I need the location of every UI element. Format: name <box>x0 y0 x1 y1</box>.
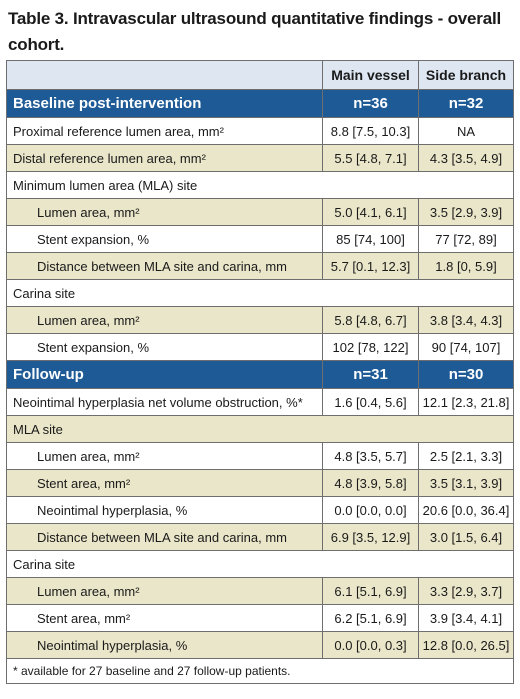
row-label: Proximal reference lumen area, mm² <box>6 117 323 145</box>
section-label: Follow-up <box>6 360 323 389</box>
table-row: Stent area, mm² 4.8 [3.9, 5.8] 3.5 [3.1, 3… <box>6 469 514 497</box>
group-label-row: MLA site <box>6 415 514 443</box>
table-row: Stent expansion, % 85 [74, 100] 77 [72, 89… <box>6 225 514 253</box>
row-label: Distance between MLA site and carina, mm <box>6 252 323 280</box>
side-branch-value: 4.3 [3.5, 4.9] <box>418 144 514 172</box>
row-label: Stent expansion, % <box>6 333 323 361</box>
side-branch-value: 3.5 [3.1, 3.9] <box>418 469 514 497</box>
table-row: Lumen area, mm² 5.8 [4.8, 6.7] 3.8 [3.4, 4… <box>6 306 514 334</box>
main-vessel-value: 5.5 [4.8, 7.1] <box>322 144 419 172</box>
main-vessel-value: 5.8 [4.8, 6.7] <box>322 306 419 334</box>
main-vessel-value: 5.7 [0.1, 12.3] <box>322 252 419 280</box>
row-label: Neointimal hyperplasia, % <box>6 631 323 659</box>
main-vessel-value: 4.8 [3.9, 5.8] <box>322 469 419 497</box>
footnote-row: * available for 27 baseline and 27 follo… <box>6 658 514 684</box>
main-vessel-value: 4.8 [3.5, 5.7] <box>322 442 419 470</box>
group-label-row: Carina site <box>6 279 514 307</box>
main-vessel-value: 1.6 [0.4, 5.6] <box>322 388 419 416</box>
header-main-vessel: Main vessel <box>322 60 419 90</box>
side-branch-value: 3.5 [2.9, 3.9] <box>418 198 514 226</box>
row-label: Lumen area, mm² <box>6 577 323 605</box>
group-label-row: Carina site <box>6 550 514 578</box>
row-label: Stent area, mm² <box>6 469 323 497</box>
side-branch-value: 3.0 [1.5, 6.4] <box>418 523 514 551</box>
table-row: Proximal reference lumen area, mm² 8.8 [7… <box>6 117 514 145</box>
row-label: Stent area, mm² <box>6 604 323 632</box>
main-vessel-value: 0.0 [0.0, 0.0] <box>322 496 419 524</box>
row-label: Neointimal hyperplasia net volume obstru… <box>6 388 323 416</box>
main-vessel-value: 6.2 [5.1, 6.9] <box>322 604 419 632</box>
table-row: Neointimal hyperplasia, % 0.0 [0.0, 0.3] 1… <box>6 631 514 659</box>
main-vessel-value: 8.8 [7.5, 10.3] <box>322 117 419 145</box>
header-side-branch: Side branch <box>418 60 514 90</box>
header-blank-cell <box>6 60 323 90</box>
column-header-row: Main vessel Side branch <box>6 60 514 90</box>
side-branch-value: 20.6 [0.0, 36.4] <box>418 496 514 524</box>
side-branch-value: 12.1 [2.3, 21.8] <box>418 388 514 416</box>
side-branch-value: 3.9 [3.4, 4.1] <box>418 604 514 632</box>
section-n-main-vessel: n=31 <box>322 360 419 389</box>
row-label: Distal reference lumen area, mm² <box>6 144 323 172</box>
table-row: Stent expansion, % 102 [78, 122] 90 [74, 1… <box>6 333 514 361</box>
group-label: Minimum lumen area (MLA) site <box>6 171 514 199</box>
side-branch-value: 1.8 [0, 5.9] <box>418 252 514 280</box>
side-branch-value: 77 [72, 89] <box>418 225 514 253</box>
ivus-findings-table: Main vessel Side branch Baseline post-in… <box>6 60 514 684</box>
group-label: Carina site <box>6 279 514 307</box>
side-branch-value: 3.8 [3.4, 4.3] <box>418 306 514 334</box>
row-label: Stent expansion, % <box>6 225 323 253</box>
section-n-side-branch: n=32 <box>418 89 514 118</box>
main-vessel-value: 5.0 [4.1, 6.1] <box>322 198 419 226</box>
main-vessel-value: 85 [74, 100] <box>322 225 419 253</box>
table-row: Distance between MLA site and carina, mm… <box>6 523 514 551</box>
table-row: Lumen area, mm² 6.1 [5.1, 6.9] 3.3 [2.9, 3… <box>6 577 514 605</box>
section-header-row: Follow-up n=31 n=30 <box>6 360 514 389</box>
side-branch-value: 12.8 [0.0, 26.5] <box>418 631 514 659</box>
row-label: Distance between MLA site and carina, mm <box>6 523 323 551</box>
table-row: Distance between MLA site and carina, mm… <box>6 252 514 280</box>
main-vessel-value: 102 [78, 122] <box>322 333 419 361</box>
section-n-side-branch: n=30 <box>418 360 514 389</box>
row-label: Neointimal hyperplasia, % <box>6 496 323 524</box>
section-n-main-vessel: n=36 <box>322 89 419 118</box>
side-branch-value: 2.5 [2.1, 3.3] <box>418 442 514 470</box>
table-row: Neointimal hyperplasia net volume obstru… <box>6 388 514 416</box>
main-vessel-value: 6.9 [3.5, 12.9] <box>322 523 419 551</box>
table-title: Table 3. Intravascular ultrasound quanti… <box>8 9 502 54</box>
table-row: Stent area, mm² 6.2 [5.1, 6.9] 3.9 [3.4, 4… <box>6 604 514 632</box>
row-label: Lumen area, mm² <box>6 442 323 470</box>
footnote: * available for 27 baseline and 27 follo… <box>6 658 514 684</box>
table-row: Lumen area, mm² 5.0 [4.1, 6.1] 3.5 [2.9, 3… <box>6 198 514 226</box>
row-label: Lumen area, mm² <box>6 306 323 334</box>
section-header-row: Baseline post-intervention n=36 n=32 <box>6 89 514 118</box>
table-row: Distal reference lumen area, mm² 5.5 [4.8… <box>6 144 514 172</box>
side-branch-value: 3.3 [2.9, 3.7] <box>418 577 514 605</box>
main-vessel-value: 0.0 [0.0, 0.3] <box>322 631 419 659</box>
table-row: Lumen area, mm² 4.8 [3.5, 5.7] 2.5 [2.1, 3… <box>6 442 514 470</box>
group-label-row: Minimum lumen area (MLA) site <box>6 171 514 199</box>
table-row: Neointimal hyperplasia, % 0.0 [0.0, 0.0] 2… <box>6 496 514 524</box>
main-vessel-value: 6.1 [5.1, 6.9] <box>322 577 419 605</box>
section-label: Baseline post-intervention <box>6 89 323 118</box>
side-branch-value: 90 [74, 107] <box>418 333 514 361</box>
group-label: Carina site <box>6 550 514 578</box>
group-label: MLA site <box>6 415 514 443</box>
side-branch-value: NA <box>418 117 514 145</box>
row-label: Lumen area, mm² <box>6 198 323 226</box>
table-body: Main vessel Side branch Baseline post-in… <box>6 60 514 659</box>
